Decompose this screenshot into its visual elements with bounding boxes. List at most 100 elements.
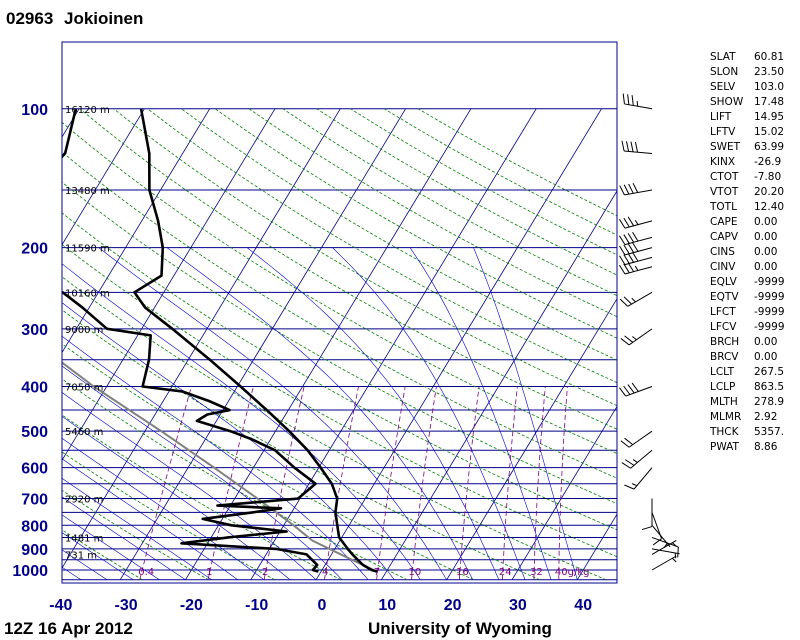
- pressure-tick-label: 600: [21, 461, 48, 478]
- index-value: 14.95: [754, 111, 785, 123]
- barb-flag: [623, 244, 630, 254]
- height-label: 1481 m: [65, 533, 103, 544]
- isotherm-line: [250, 108, 537, 580]
- barb-flag: [620, 338, 630, 346]
- index-value: 0.00: [754, 351, 778, 363]
- isotherm-line: [381, 190, 617, 580]
- index-key: VTOT: [710, 186, 739, 198]
- index-value: 2.92: [754, 411, 778, 423]
- height-label: 7050 m: [65, 382, 103, 393]
- mixing-ratio-line: [411, 386, 437, 580]
- temperature-tick-label: -30: [115, 597, 138, 614]
- index-value: 12.40: [754, 201, 785, 213]
- index-value: -9999: [754, 306, 785, 318]
- barb-flag: [624, 437, 634, 446]
- index-value: -9999: [754, 321, 785, 333]
- wind-barb: [651, 555, 677, 571]
- barb-half-flag: [674, 552, 677, 559]
- barb-staff: [624, 236, 653, 246]
- barb-flag: [619, 185, 625, 196]
- index-key: CAPV: [710, 231, 739, 243]
- barb-staff: [624, 189, 653, 196]
- barb-flag: [622, 93, 625, 104]
- index-value: 0.00: [754, 336, 778, 348]
- mixing-ratio-label: 7: [374, 567, 380, 578]
- barb-flag: [632, 242, 639, 252]
- moist-adiabat-line: [62, 458, 238, 581]
- index-row: CINV 0.00: [710, 260, 798, 275]
- barb-flag: [621, 462, 631, 469]
- height-label: 16120 m: [65, 105, 110, 116]
- barb-flag: [627, 253, 635, 263]
- temperature-tick-label: 0: [318, 597, 327, 614]
- index-key: TOTL: [710, 201, 737, 213]
- barb-half-flag: [632, 336, 637, 341]
- barb-half-flag: [631, 483, 638, 487]
- wind-barb: [619, 182, 653, 196]
- index-value: 23.50: [754, 66, 785, 78]
- wind-barb: [651, 539, 677, 555]
- index-row: KINX -26.9: [710, 155, 798, 170]
- mixing-ratio-label: 16: [456, 567, 469, 578]
- index-key: CINS: [710, 246, 735, 258]
- index-row: EQLV -9999: [710, 275, 798, 290]
- index-row: LFCT -9999: [710, 305, 798, 320]
- barb-flag: [631, 95, 634, 106]
- dry-adiabat-line: [62, 181, 617, 505]
- mixing-ratio-label: 32: [530, 567, 543, 578]
- index-value: 0.00: [754, 216, 778, 228]
- barb-flag: [623, 385, 631, 395]
- pressure-tick-label: 800: [21, 518, 48, 535]
- index-key: CAPE: [710, 216, 738, 228]
- barb-staff: [624, 220, 653, 229]
- height-label: 13480 m: [65, 186, 110, 197]
- index-row: BRCV 0.00: [710, 350, 798, 365]
- moist-adiabat-line: [246, 247, 500, 580]
- barb-flag: [627, 384, 635, 394]
- isotherm-line: [185, 108, 472, 580]
- index-value: 278.9: [754, 396, 785, 408]
- index-row: SWET 63.99: [710, 140, 798, 155]
- barb-flag: [623, 234, 630, 244]
- height-label: 2920 m: [65, 495, 103, 506]
- plot-frame: [61, 41, 618, 584]
- wind-barb: [641, 498, 653, 531]
- isotherm-line: [62, 108, 145, 246]
- barb-half-flag: [634, 219, 639, 225]
- barb-flag: [619, 255, 626, 265]
- wind-barbs: [619, 93, 680, 571]
- barb-flag: [630, 141, 634, 152]
- dry-adiabat-line: [62, 529, 143, 581]
- barb-flag: [627, 94, 630, 105]
- barb-flag: [631, 382, 639, 392]
- station-id: 02963: [6, 9, 53, 28]
- index-value: -9999: [754, 291, 785, 303]
- wind-barb: [619, 252, 653, 266]
- barb-flag: [627, 216, 635, 227]
- index-row: CAPV 0.00: [710, 230, 798, 245]
- barb-flag: [627, 233, 635, 243]
- barb-flag: [623, 217, 630, 228]
- height-label: 5460 m: [65, 427, 103, 438]
- index-value: 20.20: [754, 186, 785, 198]
- pressure-tick-label: 200: [21, 241, 48, 258]
- moist-adiabat-line: [62, 477, 212, 581]
- index-key: PWAT: [710, 441, 739, 453]
- barb-flag: [619, 298, 629, 307]
- mixing-ratio-line: [139, 386, 192, 580]
- dry-adiabat-line: [62, 276, 607, 581]
- barb-flag: [628, 183, 634, 194]
- index-value: 5357.: [754, 426, 785, 438]
- pressure-tick-label: 1000: [12, 563, 48, 580]
- moist-adiabat-line: [332, 247, 526, 580]
- station-name: Jokioinen: [64, 9, 143, 28]
- index-row: MLMR 2.92: [710, 410, 798, 425]
- dry-adiabat-line: [62, 343, 474, 581]
- barb-flag: [652, 538, 662, 546]
- index-row: EQTV -9999: [710, 290, 798, 305]
- index-key: THCK: [710, 426, 739, 438]
- dry-adiabat-line: [248, 108, 617, 318]
- temperature-tick-label: 10: [378, 597, 396, 614]
- barb-flag: [624, 484, 635, 490]
- barb-flag: [619, 387, 627, 397]
